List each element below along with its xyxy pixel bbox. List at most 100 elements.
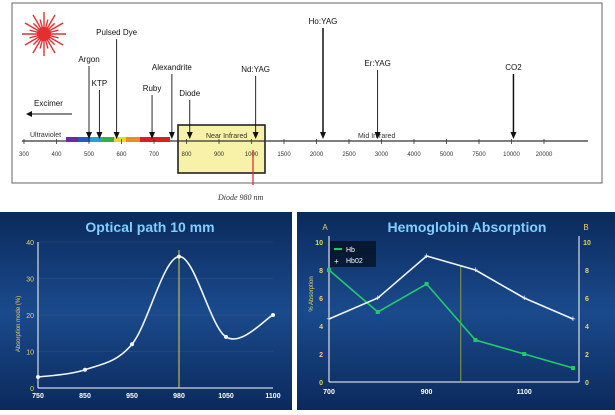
- wavelength-ticks: 300 400 500 600 700 800 900 1000 1500 2000 2500 300…: [19, 139, 553, 158]
- laser-arrow-head: [510, 132, 517, 139]
- laser-label: Alexandrite: [152, 63, 193, 72]
- data-point: [36, 375, 40, 380]
- tick-label: 900: [214, 152, 225, 158]
- legend-box: [330, 241, 376, 267]
- y-tick-label-right: 2: [585, 352, 589, 359]
- excimer-label: Excimer: [34, 99, 63, 108]
- region-label-near-infrared: Near Infrared: [206, 133, 247, 140]
- x-tick-label: 980: [173, 393, 185, 400]
- y-axis-label: % Absorption: [309, 276, 315, 311]
- data-point: [271, 313, 275, 317]
- data-point-hb02: +: [326, 314, 331, 324]
- chart-background: [0, 212, 292, 410]
- right-axis-letter: B: [583, 223, 588, 232]
- tick-label: 7500: [472, 152, 486, 158]
- tick-label: 4000: [407, 152, 421, 158]
- diode-980-caption: Diode 980 nm: [218, 193, 264, 202]
- data-point-hb: [327, 268, 331, 272]
- laser-markers: Argon KTP Pulsed Dye Ruby Alexandrite Diode Nd…: [78, 17, 522, 139]
- laser-arrow-head: [96, 132, 103, 139]
- tick-label: 400: [51, 152, 62, 158]
- y-tick-label: 20: [26, 313, 34, 320]
- laser-arrow-head: [374, 132, 381, 139]
- laser-label: Er:YAG: [364, 59, 391, 68]
- x-tick-label: 850: [79, 393, 91, 400]
- chart-title: Optical path 10 mm: [85, 219, 214, 235]
- legend-label-hb: Hb: [346, 247, 355, 254]
- y-tick-label: 10: [26, 350, 34, 357]
- y-tick-label-right: 6: [585, 296, 589, 303]
- tick-label: 20000: [536, 152, 553, 158]
- laser-label: Pulsed Dye: [96, 28, 137, 37]
- near-infrared-box: [177, 124, 266, 174]
- y-tick-label-left: 2: [319, 352, 323, 359]
- x-tick-label: 1050: [218, 393, 234, 400]
- laser-arrow-head: [168, 132, 175, 139]
- optical-path-chart-panel: Optical path 10 mm Absorption mode (%) 0…: [0, 212, 292, 410]
- laser-label: Ho:YAG: [309, 17, 338, 26]
- laser-starburst-icon: [22, 12, 66, 56]
- laser-arrow-head: [320, 132, 326, 139]
- x-tick-label: 700: [323, 389, 335, 396]
- tick-label: 3000: [375, 152, 389, 158]
- data-point-hb: [571, 366, 575, 370]
- legend-label-hb02: Hb02: [346, 258, 363, 265]
- x-tick-label: 750: [32, 393, 44, 400]
- data-point: [83, 367, 87, 372]
- y-tick-label-left: 4: [319, 324, 323, 331]
- tick-label: 500: [84, 152, 95, 158]
- tick-label: 800: [181, 152, 192, 158]
- legend: Hb + Hb02: [330, 241, 376, 267]
- laser-label: Ruby: [143, 84, 162, 93]
- tick-label: 700: [149, 152, 160, 158]
- y-tick-label-left: 0: [319, 380, 323, 387]
- series-line-hb02: [328, 255, 574, 320]
- data-point: [177, 254, 181, 259]
- laser-arrow-head: [149, 132, 156, 139]
- y-tick-label-left: 8: [319, 268, 323, 275]
- y-tick-label-left: 6: [319, 296, 323, 303]
- data-point-hb: [424, 282, 429, 286]
- x-tick-label: 1100: [517, 389, 532, 396]
- data-point: [224, 334, 228, 339]
- laser-label: Nd:YAG: [241, 65, 270, 74]
- series-line-hb: [328, 269, 574, 369]
- data-point-hb: [473, 338, 478, 342]
- tick-label: 300: [19, 152, 30, 158]
- laser-label: Diode: [179, 89, 200, 98]
- laser-arrow-head: [186, 132, 193, 139]
- starburst-core: [37, 27, 51, 41]
- spectrum-frame: [11, 2, 603, 184]
- data-point: [130, 342, 134, 347]
- data-point-hb: [375, 310, 380, 314]
- data-point-hb02: +: [522, 293, 527, 303]
- hemoglobin-chart-panel: Hemoglobin Absorption A B % Absorption 0…: [297, 212, 615, 410]
- y-tick-label-right: 8: [585, 268, 589, 275]
- data-point-hb02: +: [473, 265, 478, 275]
- visible-spectrum-band: [66, 137, 170, 142]
- laser-arrow-head: [252, 132, 259, 139]
- excimer-arrow-head: [26, 111, 32, 117]
- tick-label: 10000: [503, 152, 520, 158]
- y-tick-label: 0: [30, 386, 34, 393]
- laser-label: KTP: [92, 79, 108, 88]
- x-tick-label: 950: [126, 393, 138, 400]
- y-tick-label-right: 10: [583, 240, 591, 247]
- tick-label: 1500: [277, 152, 291, 158]
- x-tick-label: 1100: [265, 393, 280, 400]
- spectrum-diagram: Ultraviolet Near Infrared Mid Infrared E…: [11, 2, 603, 190]
- y-tick-label: 40: [26, 240, 34, 247]
- laser-arrow-head: [86, 132, 92, 139]
- data-point-hb02: +: [424, 251, 429, 261]
- data-point-hb: [522, 352, 527, 356]
- data-point-hb02: +: [570, 314, 575, 324]
- tick-label: 2000: [310, 152, 324, 158]
- laser-label: CO2: [505, 63, 522, 72]
- chart-title: Hemoglobin Absorption: [388, 219, 547, 235]
- data-point-hb02: +: [375, 293, 380, 303]
- region-label-ultraviolet: Ultraviolet: [30, 132, 61, 139]
- laser-arrow-head: [113, 132, 120, 139]
- tick-label: 5000: [440, 152, 454, 158]
- tick-label: 600: [116, 152, 127, 158]
- tick-label: 2500: [342, 152, 356, 158]
